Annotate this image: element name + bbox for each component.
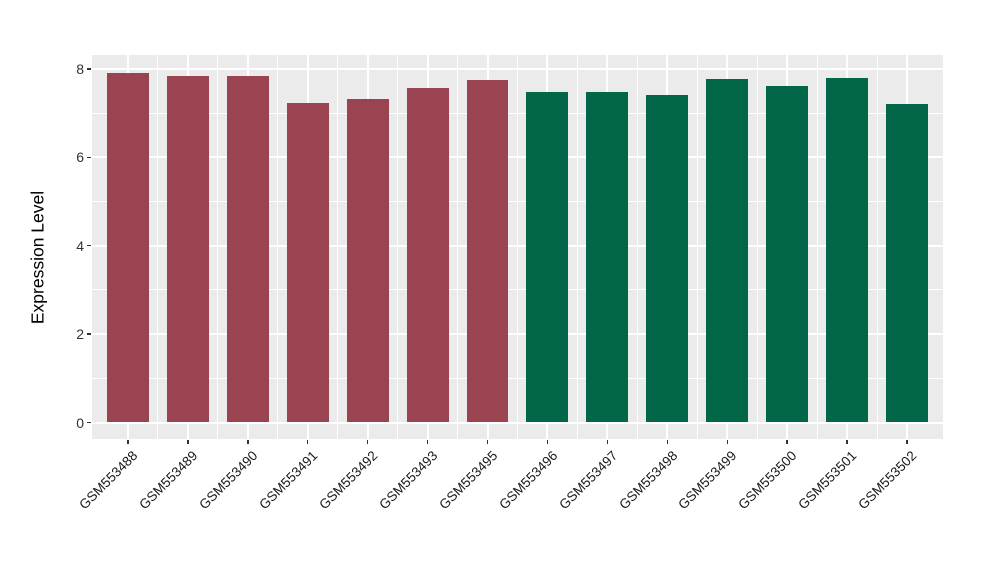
y-tick-label-6: 6 xyxy=(76,149,84,166)
bar-GSM553500 xyxy=(766,85,809,423)
x-tick-label-GSM553495: GSM553495 xyxy=(435,448,501,513)
x-tick-mark-1 xyxy=(187,440,189,444)
x-tick-mark-7 xyxy=(546,440,549,444)
x-tick-mark-13 xyxy=(906,440,908,444)
x-tick-mark-8 xyxy=(606,440,609,444)
x-tick-mark-11 xyxy=(786,440,788,444)
bar-GSM553493 xyxy=(406,87,449,423)
gridline-minor-x-5 xyxy=(457,55,459,439)
x-tick-label-GSM553489: GSM553489 xyxy=(136,448,201,513)
y-tick-mark-4 xyxy=(87,244,91,247)
gridline-major-y-0 xyxy=(92,421,943,424)
x-tick-label-GSM553498: GSM553498 xyxy=(615,448,680,513)
gridline-minor-x-10 xyxy=(756,55,758,439)
x-tick-mark-4 xyxy=(366,440,369,444)
x-tick-label-GSM553501: GSM553501 xyxy=(795,448,860,513)
y-tick-mark-2 xyxy=(87,333,91,335)
gridline-minor-x-9 xyxy=(696,55,698,439)
gridline-minor-x-3 xyxy=(337,55,339,439)
x-tick-label-GSM553496: GSM553496 xyxy=(495,448,561,513)
gridline-minor-x-1 xyxy=(217,55,219,439)
bar-GSM553496 xyxy=(526,92,569,423)
x-tick-mark-0 xyxy=(127,440,129,444)
x-tick-label-GSM553499: GSM553499 xyxy=(675,448,740,513)
x-tick-mark-5 xyxy=(426,440,429,444)
x-tick-mark-3 xyxy=(306,440,309,444)
y-tick-label-4: 4 xyxy=(76,237,84,254)
bar-GSM553488 xyxy=(106,73,149,423)
y-tick-label-2: 2 xyxy=(76,326,84,343)
x-tick-mark-9 xyxy=(666,440,669,444)
x-tick-label-GSM553492: GSM553492 xyxy=(316,448,381,513)
bar-GSM553498 xyxy=(646,95,689,423)
x-tick-mark-2 xyxy=(247,440,249,444)
gridline-minor-x-0 xyxy=(157,55,159,439)
x-tick-label-GSM553500: GSM553500 xyxy=(735,448,800,513)
x-tick-mark-10 xyxy=(726,440,728,444)
bar-GSM553489 xyxy=(166,75,209,423)
x-tick-label-GSM553488: GSM553488 xyxy=(76,448,141,513)
gridline-minor-x-12 xyxy=(876,55,878,439)
x-tick-mark-12 xyxy=(846,440,848,444)
y-tick-label-0: 0 xyxy=(76,414,84,431)
bar-GSM553497 xyxy=(586,92,629,423)
gridline-minor-x-2 xyxy=(277,55,279,439)
bar-GSM553499 xyxy=(706,78,749,423)
plot-panel xyxy=(92,55,943,439)
bar-GSM553502 xyxy=(886,104,928,423)
gridline-major-y-8 xyxy=(92,67,943,70)
gridline-major-y-4 xyxy=(92,244,943,247)
bar-GSM553490 xyxy=(226,76,269,423)
gridline-minor-x-7 xyxy=(576,55,578,439)
x-tick-mark-6 xyxy=(486,440,489,444)
bar-GSM553501 xyxy=(826,77,869,423)
gridline-minor-x-8 xyxy=(636,55,638,439)
gridline-minor-x-11 xyxy=(816,55,818,439)
x-tick-label-GSM553490: GSM553490 xyxy=(196,448,261,513)
y-tick-mark-6 xyxy=(87,156,91,159)
gridline-minor-x-6 xyxy=(517,55,518,439)
bar-GSM553492 xyxy=(346,99,389,423)
bar-GSM553491 xyxy=(286,103,329,423)
x-tick-label-GSM553497: GSM553497 xyxy=(555,448,621,513)
y-tick-mark-0 xyxy=(87,421,91,424)
gridline-major-y-6 xyxy=(92,156,943,159)
y-tick-label-8: 8 xyxy=(76,60,84,77)
x-tick-label-GSM553502: GSM553502 xyxy=(855,448,920,513)
gridline-minor-x-4 xyxy=(397,55,399,439)
x-tick-label-GSM553491: GSM553491 xyxy=(256,448,321,513)
bar-GSM553495 xyxy=(466,79,509,423)
x-tick-label-GSM553493: GSM553493 xyxy=(376,448,441,513)
y-tick-mark-8 xyxy=(87,68,91,70)
gridline-major-y-2 xyxy=(92,333,943,336)
